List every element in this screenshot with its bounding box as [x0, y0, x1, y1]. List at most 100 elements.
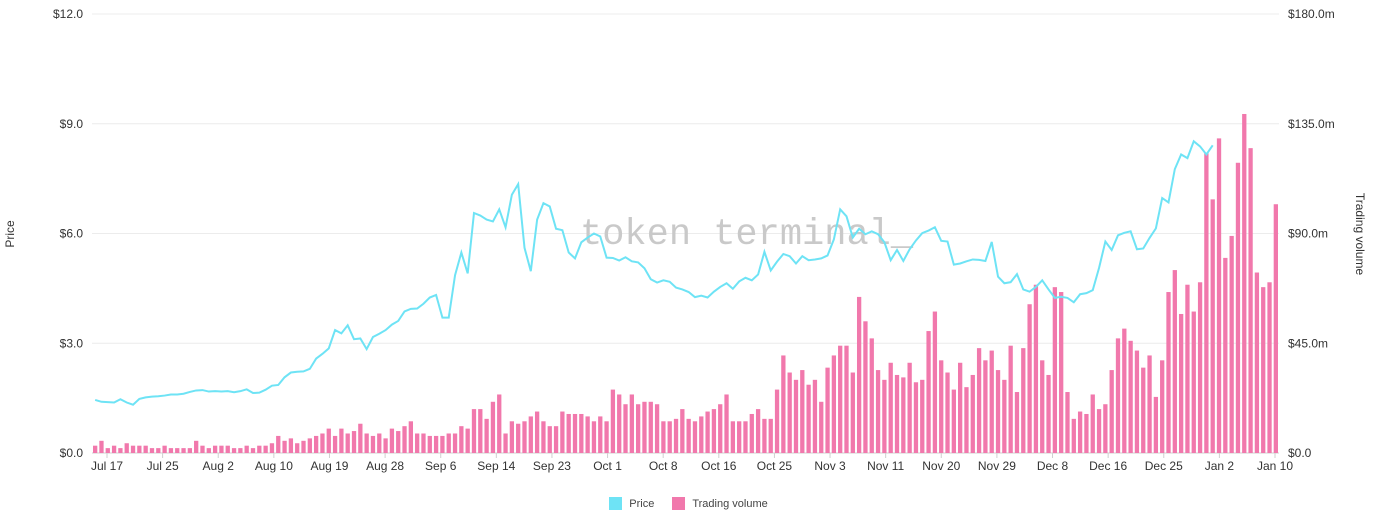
left-tick-label: $6.0: [60, 227, 84, 241]
volume-bar: [326, 428, 331, 453]
volume-bar: [913, 382, 919, 453]
volume-bar: [364, 433, 369, 453]
volume-bar: [105, 448, 110, 453]
volume-bar: [490, 401, 496, 453]
volume-bar: [787, 372, 792, 453]
volume-bar: [888, 362, 893, 453]
volume-bar: [1052, 287, 1058, 453]
volume-bar: [1021, 348, 1026, 453]
volume-bar: [313, 435, 319, 453]
volume-bar: [219, 445, 224, 453]
volume-bar: [383, 438, 388, 453]
right-tick-label: $90.0m: [1288, 227, 1328, 241]
volume-bar: [534, 411, 540, 453]
volume-bar: [718, 404, 723, 453]
x-tick-label: Dec 16: [1089, 459, 1127, 473]
volume-bar: [276, 435, 281, 453]
volume-bar: [705, 411, 710, 453]
x-tick-label: Oct 25: [757, 459, 793, 473]
volume-bar: [93, 445, 98, 453]
volume-bar: [320, 433, 325, 453]
volume-bar: [1141, 367, 1146, 453]
volume-bar: [225, 445, 230, 453]
volume-bar: [396, 431, 401, 453]
volume-bar: [692, 421, 698, 453]
volume-bar: [206, 448, 211, 453]
volume-bar: [875, 370, 881, 453]
volume-bar: [920, 379, 925, 453]
volume-bar: [623, 404, 628, 453]
volume-bar: [509, 421, 515, 453]
x-tick-label: Dec 25: [1145, 459, 1183, 473]
legend-swatch-trading-volume: [672, 497, 686, 510]
volume-bar: [926, 331, 931, 453]
volume-bar: [793, 379, 799, 453]
right-tick-label: $0.0: [1288, 446, 1312, 460]
x-tick-label: Jul 17: [91, 459, 123, 473]
volume-bar: [200, 445, 205, 453]
x-tick-label: Nov 3: [814, 459, 846, 473]
volume-bar: [149, 448, 155, 453]
volume-bar: [99, 440, 104, 453]
volume-bar: [1122, 328, 1127, 453]
price-line: [94, 139, 1214, 406]
x-tick-label: Sep 14: [477, 459, 515, 473]
volume-bar: [408, 421, 413, 453]
volume-bar: [370, 435, 376, 453]
volume-bar: [1090, 394, 1095, 453]
volume-bar: [1027, 304, 1032, 453]
volume-bar: [1210, 199, 1215, 453]
volume-bar: [1254, 272, 1260, 453]
legend-item-price[interactable]: Price: [609, 497, 654, 510]
volume-bar: [560, 411, 565, 453]
volume-bar: [358, 423, 363, 453]
volume-bar: [610, 389, 616, 453]
volume-bar: [1084, 413, 1089, 453]
volume-bar: [1096, 409, 1102, 453]
legend-label-trading-volume: Trading volume: [692, 497, 768, 510]
volume-bar: [894, 374, 900, 453]
volume-bar: [1235, 162, 1241, 453]
volume-bar: [282, 440, 287, 453]
volume-bar: [749, 413, 754, 453]
volume-bar: [181, 448, 186, 453]
left-y-axis-ticks: $0.0 $3.0 $6.0 $9.0 $12.0: [53, 7, 83, 460]
volume-bar: [995, 370, 1001, 453]
legend-item-trading-volume[interactable]: Trading volume: [672, 497, 768, 510]
x-tick-label: Sep 6: [425, 459, 457, 473]
x-axis-labels: Jul 17 Jul 25 Aug 2 Aug 10 Aug 19 Aug 28 Sep 6…: [91, 459, 1293, 473]
volume-bar: [806, 384, 811, 453]
legend-swatch-price: [609, 497, 623, 510]
legend-label-price: Price: [629, 497, 655, 510]
volume-bar: [478, 409, 483, 453]
volume-bar: [1267, 282, 1272, 453]
volume-bar: [351, 431, 357, 453]
volume-bar: [566, 413, 571, 453]
x-axis-ticks: [106, 453, 1276, 458]
volume-bar: [1273, 204, 1278, 453]
volume-bar: [591, 421, 597, 453]
volume-bar: [882, 379, 887, 453]
volume-bar: [617, 394, 622, 453]
volume-bar: [1109, 370, 1114, 453]
right-tick-label: $180.0m: [1288, 7, 1335, 21]
volume-bar: [440, 435, 445, 453]
x-tick-label: Sep 23: [533, 459, 571, 473]
volume-bar: [1185, 284, 1190, 453]
volume-bar: [667, 421, 672, 453]
volume-bar: [598, 416, 603, 453]
volume-bar: [377, 433, 382, 453]
x-tick-label: Aug 19: [310, 459, 348, 473]
volume-bar: [238, 448, 243, 453]
volume-bar: [635, 404, 641, 453]
volume-bar: [958, 362, 963, 453]
x-tick-label: Jan 2: [1205, 459, 1235, 473]
left-axis-title: Price: [3, 220, 17, 248]
volume-bar: [250, 448, 256, 453]
x-tick-label: Nov 11: [867, 459, 904, 473]
volume-bar: [421, 433, 426, 453]
volume-bar: [1134, 350, 1140, 453]
volume-bar: [465, 428, 470, 453]
volume-bar: [402, 426, 407, 453]
volume-bar: [231, 448, 237, 453]
